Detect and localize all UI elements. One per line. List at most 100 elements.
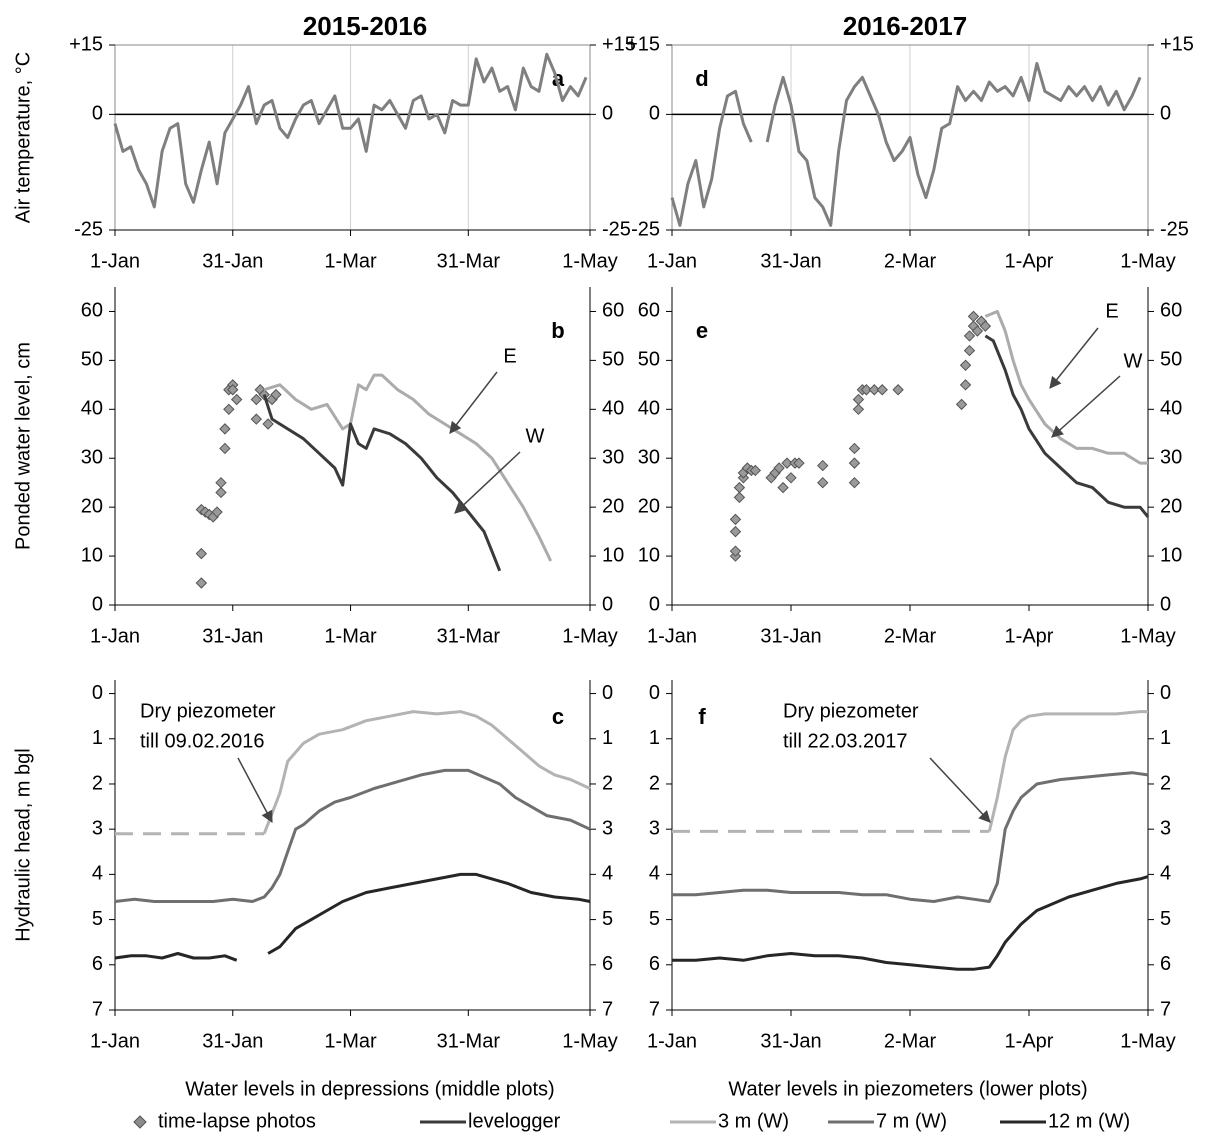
y-tick-label-right: 5	[1160, 908, 1171, 930]
photo-point	[219, 442, 231, 455]
x-tick-label: 31-Jan	[760, 250, 821, 272]
x-tick-label: 1-Apr	[1005, 250, 1054, 272]
y-tick-label-right: 50	[602, 349, 624, 371]
y-tick-label: 5	[92, 908, 103, 930]
y-axis-label: Hydraulic head, m bgl	[12, 748, 34, 941]
panel-label: f	[698, 704, 706, 729]
photo-point	[773, 462, 785, 474]
x-tick-label: 2-Mar	[884, 1030, 937, 1052]
photo-point	[979, 320, 992, 332]
y-tick-label: 7	[649, 998, 660, 1020]
x-tick-label: 1-May	[1120, 625, 1176, 647]
photo-point	[876, 384, 888, 396]
y-tick-label-right: 40	[602, 398, 624, 420]
y-tick-label-right: 3	[1160, 817, 1171, 839]
x-tick-label: 1-May	[562, 625, 618, 647]
photo-point	[729, 513, 742, 526]
x-tick-label: 1-Jan	[647, 1030, 697, 1052]
y-tick-label-right: 2	[1160, 772, 1171, 794]
photo-point	[250, 393, 263, 406]
x-tick-label: 1-Jan	[647, 250, 697, 272]
y-tick-label-right: 3	[602, 817, 613, 839]
photo-point	[793, 457, 805, 469]
y-tick-label: 0	[649, 682, 660, 704]
y-tick-label: 0	[649, 593, 660, 615]
y-tick-label: 3	[649, 817, 660, 839]
y-tick-label: +15	[626, 33, 660, 55]
photo-point	[219, 423, 231, 435]
y-tick-label: 6	[92, 953, 103, 975]
x-tick-label: 31-Jan	[202, 625, 263, 647]
photo-point	[749, 464, 762, 477]
y-tick-label-right: 30	[602, 447, 624, 469]
photo-point	[195, 577, 208, 589]
y-tick-label: 40	[81, 398, 103, 420]
annotation: till 22.03.2017	[783, 730, 908, 752]
y-tick-label-right: 50	[1160, 349, 1182, 371]
y-tick-label: 4	[649, 863, 660, 885]
photo-point	[230, 393, 243, 406]
y-tick-label: 4	[92, 863, 103, 885]
annotation-arrow	[1049, 327, 1099, 389]
photo-point	[270, 388, 282, 401]
y-tick-label: 2	[92, 772, 103, 794]
y-tick-label-right: 60	[1160, 300, 1182, 322]
y-tick-label: 30	[81, 447, 103, 469]
y-tick-label-right: -25	[1160, 218, 1189, 240]
annotation: till 09.02.2016	[140, 730, 265, 752]
series-line	[984, 334, 1150, 518]
x-tick-label: 31-Jan	[760, 1030, 821, 1052]
y-axis-label: Air temperature, °C	[12, 52, 34, 223]
photo-point	[959, 359, 972, 371]
y-tick-label-right: 6	[1160, 953, 1171, 975]
y-tick-label-right: 40	[1160, 398, 1182, 420]
photo-point	[733, 481, 746, 494]
series-line	[670, 62, 1142, 227]
y-tick-label-right: 60	[602, 300, 624, 322]
x-tick-label: 1-May	[562, 1030, 618, 1052]
photo-point	[215, 476, 227, 489]
photo-point	[817, 476, 829, 489]
photo-point	[227, 384, 239, 396]
photo-point	[211, 506, 223, 518]
x-tick-label: 1-May	[1120, 250, 1176, 272]
y-tick-label: 0	[92, 593, 103, 615]
photo-point	[262, 418, 274, 430]
legend-label: time-lapse photos	[158, 1110, 316, 1132]
photo-point	[817, 459, 829, 472]
photo-point	[963, 344, 976, 357]
y-tick-label-right: +15	[602, 33, 636, 55]
annotation-arrow	[929, 757, 991, 823]
y-tick-label: 7	[92, 998, 103, 1020]
y-tick-label-right: 6	[602, 953, 613, 975]
photo-point	[215, 486, 227, 499]
y-tick-label: 0	[92, 682, 103, 704]
y-tick-label-right: 0	[1160, 593, 1171, 615]
annotation-arrow	[449, 371, 498, 434]
photo-point	[785, 472, 797, 484]
y-tick-label: 30	[638, 447, 660, 469]
photo-point	[729, 545, 742, 557]
photo-point	[963, 330, 976, 342]
y-tick-label-right: 0	[1160, 103, 1171, 125]
annotation: Dry piezometer	[140, 700, 276, 722]
panel-label: b	[551, 318, 564, 343]
legend-label: 7 m (W)	[876, 1110, 947, 1132]
photo-point	[852, 393, 865, 406]
y-tick-label-right: 20	[1160, 495, 1182, 517]
y-tick-label: 0	[92, 103, 103, 125]
series-line	[114, 872, 591, 962]
panel-label: d	[695, 66, 708, 91]
legend-title: Water levels in depressions (middle plot…	[185, 1078, 554, 1100]
y-tick-label: 3	[92, 817, 103, 839]
y-tick-label-right: 10	[602, 544, 624, 566]
x-tick-label: 1-Jan	[647, 625, 697, 647]
photo-point	[852, 403, 865, 416]
y-tick-label-right: 0	[602, 593, 613, 615]
photo-point	[868, 384, 881, 396]
y-tick-label: 1	[92, 727, 103, 749]
photo-point	[955, 398, 968, 411]
y-tick-label: 0	[649, 103, 660, 125]
y-tick-label-right: 30	[1160, 447, 1182, 469]
